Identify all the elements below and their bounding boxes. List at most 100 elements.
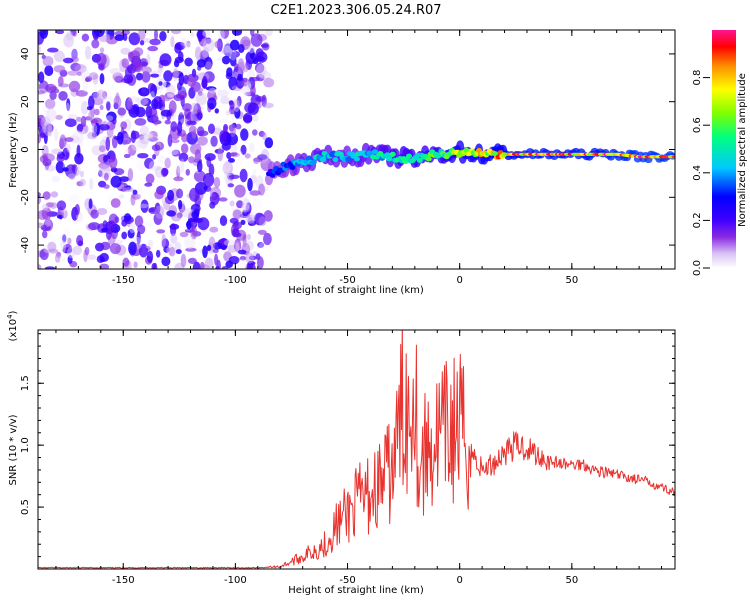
x-tick-label: -150 — [112, 275, 135, 286]
x-tick-label: 0 — [456, 575, 462, 586]
noise-cell — [176, 165, 181, 179]
noise-cell — [41, 203, 49, 211]
snr-frame — [37, 329, 676, 570]
noise-cell — [239, 255, 247, 261]
noise-cell — [184, 57, 193, 67]
noise-cell — [234, 63, 240, 73]
ridge-core-cell — [406, 153, 412, 159]
noise-cell — [187, 217, 200, 222]
noise-cell — [148, 130, 158, 140]
noise-cell — [234, 184, 246, 198]
noise-cell — [160, 109, 173, 117]
noise-cell — [195, 92, 207, 106]
noise-cell — [232, 209, 242, 219]
noise-cell — [63, 57, 74, 64]
noise-cell — [148, 207, 155, 213]
noise-cell — [233, 165, 240, 172]
noise-cell — [141, 66, 152, 74]
noise-cell — [173, 68, 179, 79]
noise-cell — [49, 202, 58, 209]
noise-cell — [227, 183, 235, 188]
noise-cell — [90, 209, 99, 219]
noise-cell — [93, 30, 105, 38]
noise-cell — [188, 125, 197, 135]
noise-cell — [219, 215, 228, 226]
noise-cell — [72, 30, 77, 37]
noise-cell — [188, 257, 197, 264]
noise-cell — [257, 242, 265, 248]
noise-cell — [237, 73, 243, 82]
noise-cell — [161, 256, 171, 267]
noise-cell — [168, 233, 178, 246]
noise-cell — [207, 97, 217, 110]
ridge-core-cell — [671, 155, 675, 159]
noise-cell — [105, 229, 112, 241]
noise-cell — [108, 155, 118, 169]
noise-cell — [197, 30, 203, 42]
noise-cell — [254, 62, 265, 74]
noise-cell — [251, 203, 257, 218]
noise-cell — [257, 229, 267, 235]
noise-cell — [54, 128, 59, 141]
noise-cell — [152, 154, 157, 160]
noise-cell — [144, 157, 155, 169]
noise-cell — [250, 33, 263, 47]
x-tick-label: -50 — [339, 575, 355, 586]
snr-series-line — [38, 330, 675, 569]
ridge-core-cell — [345, 156, 351, 162]
noise-cell — [219, 130, 227, 143]
noise-cell — [159, 30, 167, 42]
noise-cell — [136, 159, 146, 172]
snr-ylabel: SNR (10 * v/v) — [8, 414, 19, 485]
noise-cell — [223, 239, 236, 247]
noise-cell — [239, 92, 248, 97]
noise-cell — [56, 154, 65, 163]
noise-cell — [134, 215, 144, 228]
noise-cell — [137, 153, 149, 159]
noise-cell — [237, 249, 247, 255]
noise-cell — [170, 234, 178, 244]
noise-cell — [145, 30, 153, 36]
noise-cell — [263, 232, 272, 246]
noise-cell — [57, 83, 70, 88]
noise-cell — [161, 233, 166, 248]
noise-cell — [103, 184, 110, 190]
noise-cell — [212, 248, 219, 254]
spectrogram-ticks: -150 -100 -50 0 50 40 20 0 -20 -40 — [20, 30, 675, 286]
noise-cell — [63, 228, 71, 236]
y-tick-label: -20 — [20, 189, 31, 205]
noise-cell — [62, 234, 67, 243]
noise-cell — [147, 45, 159, 52]
noise-cell — [250, 77, 260, 82]
noise-cell — [196, 126, 205, 137]
noise-cell — [91, 145, 102, 156]
noise-cell — [47, 47, 59, 53]
noise-cell — [197, 91, 203, 96]
noise-cell — [128, 32, 141, 46]
noise-cell — [82, 79, 88, 93]
noise-cell — [262, 132, 267, 141]
y-tick-label: 0.5 — [20, 499, 31, 515]
noise-cell — [175, 249, 182, 255]
noise-cell — [72, 130, 84, 145]
noise-cell — [59, 134, 67, 148]
noise-cell — [136, 231, 141, 245]
snr-xlabel: Height of straight line (km) — [288, 585, 424, 596]
noise-cell — [144, 245, 151, 251]
noise-cell — [38, 222, 44, 228]
noise-cell — [148, 132, 154, 139]
noise-cell — [154, 166, 164, 178]
noise-cell — [170, 121, 178, 132]
noise-cell — [135, 106, 146, 118]
noise-cell — [218, 238, 230, 246]
noise-cell — [67, 114, 78, 119]
noise-cell — [191, 210, 200, 219]
noise-cell — [190, 143, 202, 155]
colorbar-tick-label: 0.6 — [692, 117, 703, 133]
noise-cell — [247, 102, 259, 115]
noise-cell — [230, 123, 236, 137]
x-tick-label: -50 — [339, 275, 355, 286]
noise-cell — [127, 144, 137, 156]
noise-cell — [88, 222, 101, 231]
